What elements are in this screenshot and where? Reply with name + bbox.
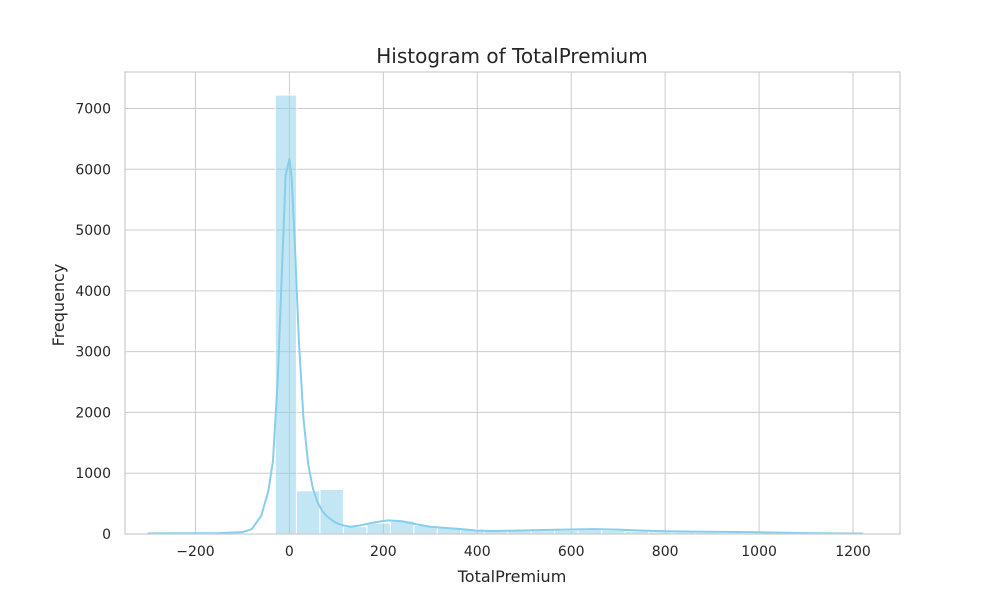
x-tick-label: 800 [652,544,679,560]
y-tick-label: 6000 [75,162,111,178]
x-tick-label: 400 [464,544,491,560]
grid-layer [125,72,900,535]
y-tick-label: 1000 [75,466,111,482]
x-tick-label: 1000 [741,544,777,560]
plot-frame [124,71,901,535]
y-tick-label: 5000 [75,223,111,239]
y-tick-label: 2000 [75,405,111,421]
histogram-bar [342,526,368,535]
y-axis-label: Frequency [49,264,68,347]
x-tick-labels: −200 0 200 400 600 800 1000 1200 [176,544,871,560]
x-tick-label: −200 [176,544,214,560]
y-tick-label: 0 [102,527,111,543]
x-tick-label: 600 [558,544,585,560]
x-tick-label: 1200 [835,544,871,560]
kde-layer [147,157,864,535]
x-tick-label: 0 [285,544,294,560]
histogram-bar [366,522,391,535]
y-tick-label: 4000 [75,284,111,300]
y-tick-label: 3000 [75,345,111,361]
y-tick-labels: 0 1000 2000 3000 4000 5000 6000 7000 [75,101,111,543]
y-tick-label: 7000 [75,101,111,117]
histogram-bar [274,94,297,535]
chart-title: Histogram of TotalPremium [376,44,647,68]
kde-curve [147,157,864,535]
x-tick-label: 200 [370,544,397,560]
x-axis-label: TotalPremium [457,567,567,586]
